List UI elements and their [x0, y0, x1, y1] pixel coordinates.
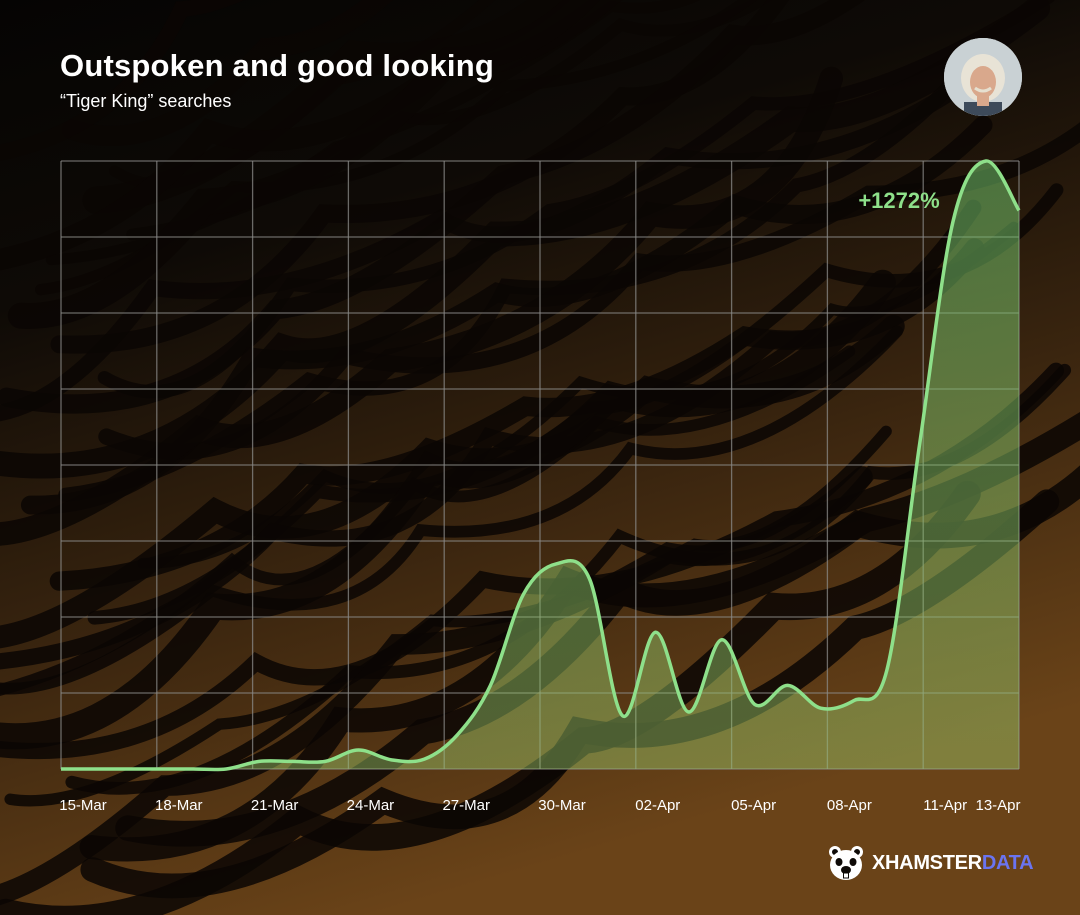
brand-name: XHAMSTERDATA [872, 851, 1034, 874]
x-tick-label: 24-Mar [347, 797, 395, 814]
series-area [61, 160, 1019, 770]
x-tick-label: 11-Apr [923, 797, 967, 814]
chart-subtitle: “Tiger King” searches [60, 91, 232, 111]
x-tick-label: 21-Mar [251, 797, 299, 814]
x-tick-label: 08-Apr [827, 797, 872, 814]
x-tick-label: 02-Apr [635, 797, 680, 814]
x-tick-label: 30-Mar [538, 797, 586, 814]
peak-annotation: +1272% [858, 188, 939, 213]
x-tick-label: 05-Apr [731, 797, 776, 814]
hamster-face-icon [829, 846, 863, 880]
x-tick-label: 18-Mar [155, 797, 203, 814]
avatar [944, 38, 1022, 116]
chart-title: Outspoken and good looking [60, 48, 495, 83]
plot-area [60, 159, 1021, 772]
brand-logo: XHAMSTERDATA [826, 843, 1034, 883]
x-axis-tick-labels: 15-Mar 18-Mar 21-Mar 24-Mar 27-Mar 30-Mar 02-A… [59, 797, 1020, 814]
chart-annotations: +1272% [858, 188, 939, 213]
x-tick-label: 27-Mar [442, 797, 490, 814]
series-line [60, 159, 1021, 772]
x-tick-label: 15-Mar [59, 797, 107, 814]
x-tick-label: 13-Apr [975, 797, 1020, 814]
person-portrait-icon [944, 38, 1022, 116]
